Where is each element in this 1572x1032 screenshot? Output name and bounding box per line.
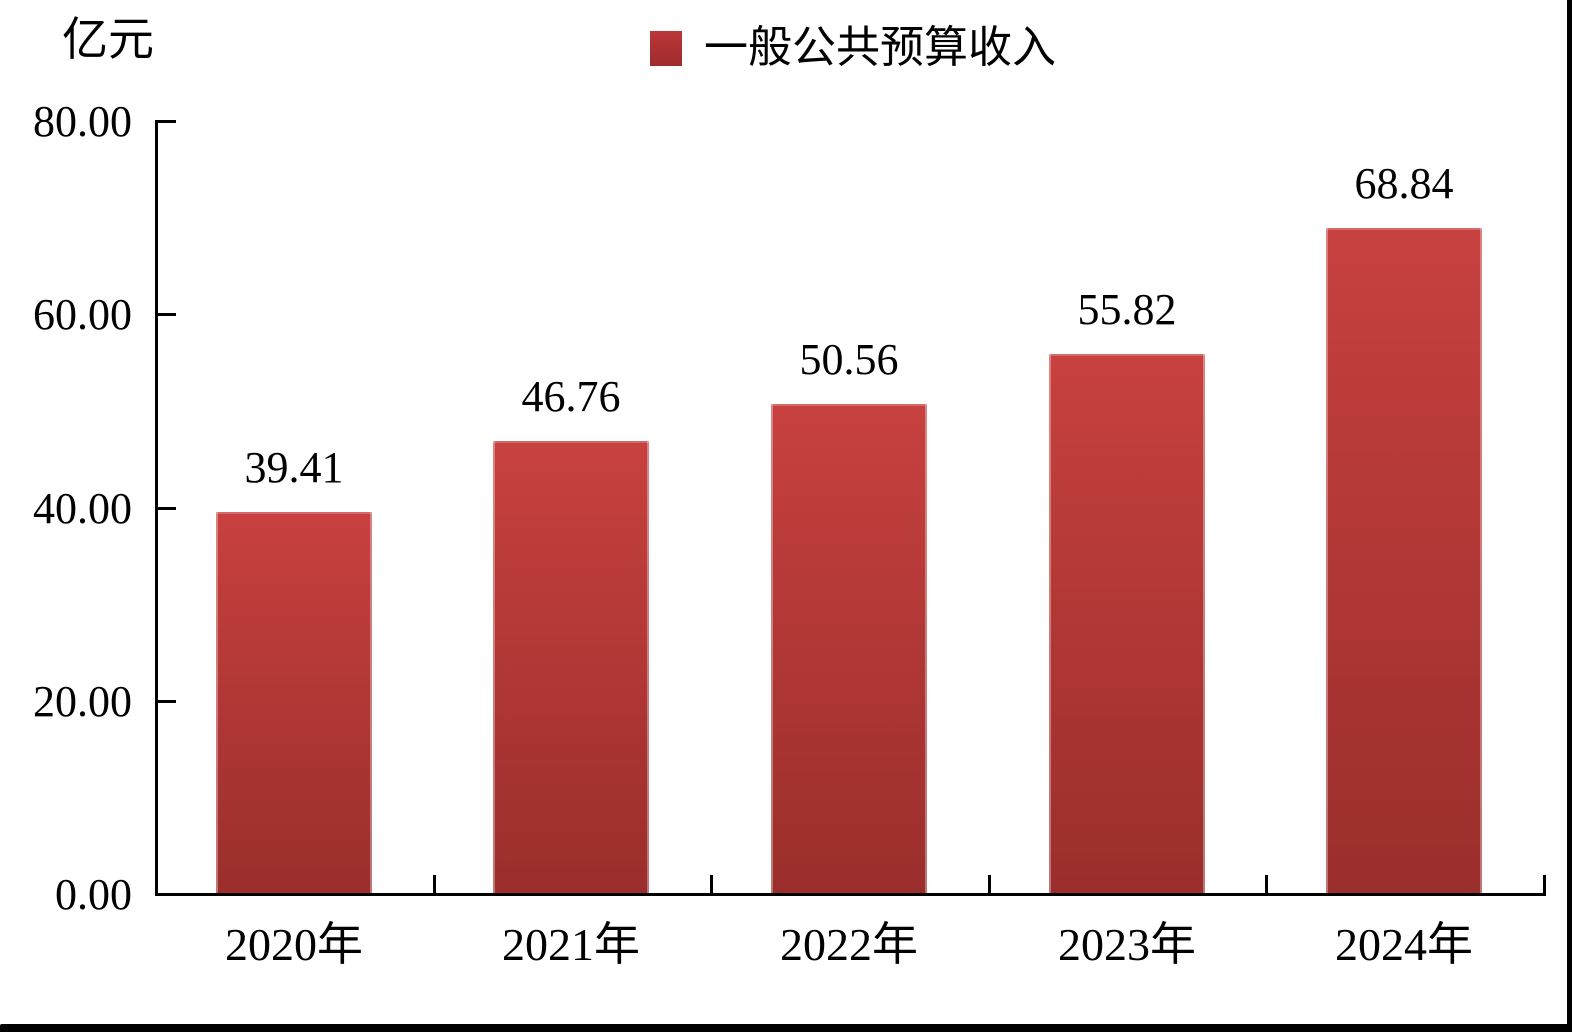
y-tick-label: 60.00: [33, 290, 132, 339]
bar-2023年: [1049, 354, 1205, 893]
x-category-label: 2022年: [780, 919, 918, 970]
bar-2021年: [493, 441, 649, 893]
x-axis-line: [155, 893, 1546, 896]
y-tick: [155, 507, 176, 510]
x-tick: [1543, 875, 1546, 896]
x-category-label: 2021年: [502, 919, 640, 970]
y-tick-label: 80.00: [33, 97, 132, 146]
x-tick: [988, 875, 991, 896]
y-tick: [155, 120, 176, 123]
bottom-frame-bar: [0, 1024, 1572, 1032]
legend: 一般公共预算收入: [650, 26, 1056, 70]
bar-2024年: [1326, 228, 1482, 893]
legend-swatch-icon: [650, 30, 682, 66]
bar-value-label: 46.76: [521, 372, 621, 421]
y-tick-label: 20.00: [33, 677, 132, 726]
y-tick: [155, 700, 176, 703]
bar-value-label: 68.84: [1354, 159, 1454, 208]
bar-2022年: [771, 404, 927, 893]
x-category-label: 2020年: [225, 919, 363, 970]
y-tick-label: 40.00: [33, 484, 132, 533]
y-axis-unit-label: 亿元: [62, 14, 154, 65]
right-frame-edge: [1567, 0, 1572, 1032]
bar-value-label: 55.82: [1077, 285, 1177, 334]
bar-value-label: 50.56: [799, 335, 899, 384]
x-tick: [710, 875, 713, 896]
x-tick: [433, 875, 436, 896]
bar-2020年: [216, 512, 372, 893]
bar-value-label: 39.41: [244, 443, 344, 492]
y-tick: [155, 313, 176, 316]
legend-label: 一般公共预算收入: [704, 23, 1056, 72]
x-tick: [1265, 875, 1268, 896]
x-category-label: 2023年: [1058, 919, 1196, 970]
x-category-label: 2024年: [1335, 919, 1473, 970]
y-tick-label: 0.00: [55, 870, 132, 919]
